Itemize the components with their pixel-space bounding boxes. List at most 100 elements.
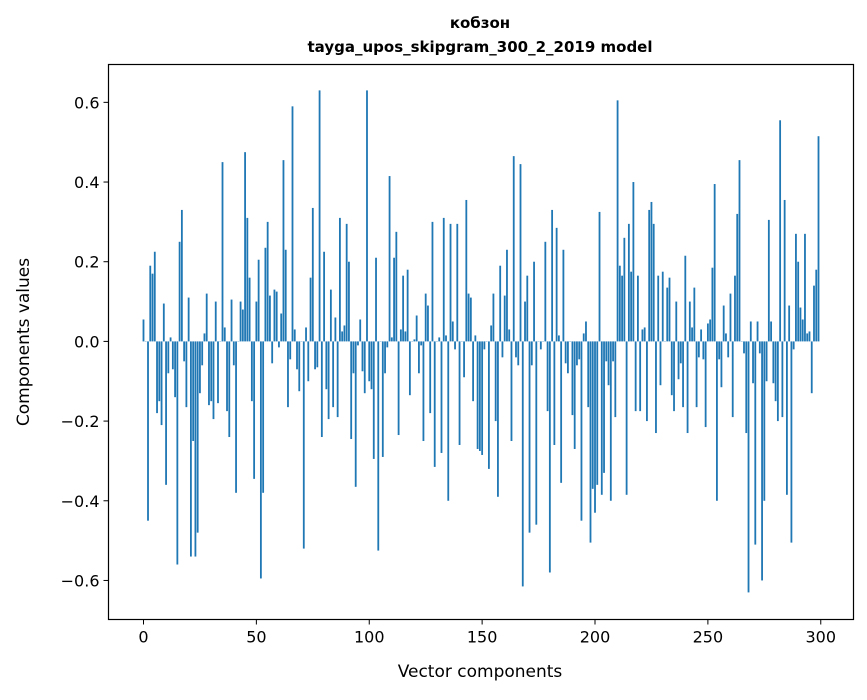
bar-148 (477, 341, 479, 449)
bar-138 (454, 341, 456, 349)
bar-49 (253, 341, 255, 478)
bar-40 (233, 341, 235, 365)
bar-73 (307, 341, 309, 381)
bar-230 (662, 272, 664, 342)
bar-137 (452, 321, 454, 341)
bar-146 (472, 341, 474, 401)
bar-38 (228, 341, 230, 437)
bar-269 (750, 321, 752, 341)
bar-16 (179, 242, 181, 342)
bar-62 (283, 160, 285, 341)
y-tick-label: −0.4 (61, 492, 100, 511)
bar-60 (278, 341, 280, 347)
bar-112 (395, 232, 397, 342)
bar-134 (445, 335, 447, 341)
bar-201 (596, 341, 598, 484)
bar-221 (642, 329, 644, 341)
bar-219 (637, 276, 639, 342)
bar-162 (508, 329, 510, 341)
bar-5 (154, 252, 156, 342)
bar-10 (165, 341, 167, 484)
bar-297 (813, 286, 815, 342)
x-tick-label: 250 (693, 628, 724, 647)
bar-83 (330, 290, 332, 342)
bar-8 (161, 341, 163, 425)
bar-43 (240, 302, 242, 342)
bar-241 (687, 341, 689, 433)
bar-101 (371, 341, 373, 389)
bar-122 (418, 341, 420, 373)
bar-294 (806, 333, 808, 341)
bar-72 (305, 327, 307, 341)
bar-154 (490, 325, 492, 341)
bar-68 (296, 341, 298, 369)
bar-244 (693, 288, 695, 342)
bar-86 (337, 341, 339, 417)
bar-36 (224, 327, 226, 341)
bar-77 (316, 341, 318, 367)
bar-90 (346, 224, 348, 342)
bar-250 (707, 323, 709, 341)
x-tick-label: 50 (246, 628, 266, 647)
bar-58 (274, 290, 276, 342)
bar-197 (587, 341, 589, 407)
bar-291 (800, 308, 802, 342)
bar-287 (791, 341, 793, 542)
bar-237 (678, 341, 680, 379)
bar-123 (420, 341, 422, 345)
bar-89 (344, 325, 346, 341)
bar-74 (310, 278, 312, 342)
bar-46 (246, 218, 248, 342)
plot-frame (109, 65, 854, 620)
bar-242 (689, 302, 691, 342)
bar-94 (355, 341, 357, 486)
bar-214 (626, 341, 628, 494)
bar-251 (709, 319, 711, 341)
bar-56 (269, 296, 271, 342)
bar-165 (515, 341, 517, 357)
bar-80 (323, 252, 325, 342)
bar-79 (321, 341, 323, 437)
bar-228 (657, 276, 659, 342)
bar-108 (386, 341, 388, 347)
bar-136 (450, 224, 452, 342)
bar-273 (759, 341, 761, 353)
bar-223 (646, 341, 648, 421)
y-tick-label: 0.0 (74, 332, 99, 351)
bar-193 (578, 341, 580, 359)
bar-93 (353, 341, 355, 373)
bar-245 (696, 341, 698, 407)
bar-45 (244, 152, 246, 341)
bar-98 (364, 341, 366, 393)
bar-75 (312, 208, 314, 341)
bar-198 (590, 341, 592, 542)
bar-210 (617, 100, 619, 341)
bar-292 (802, 319, 804, 341)
bar-22 (192, 341, 194, 441)
bar-109 (389, 176, 391, 341)
bar-272 (757, 321, 759, 341)
bar-65 (289, 341, 291, 359)
bar-47 (249, 278, 251, 342)
bar-15 (176, 341, 178, 564)
bar-131 (438, 337, 440, 341)
bar-274 (761, 341, 763, 580)
bar-51 (258, 260, 260, 342)
bar-92 (350, 341, 352, 439)
bar-61 (280, 314, 282, 342)
bar-179 (547, 341, 549, 411)
bar-111 (393, 258, 395, 342)
bar-76 (314, 341, 316, 369)
bar-236 (675, 302, 677, 342)
bar-195 (583, 333, 585, 341)
bar-31 (213, 341, 215, 419)
bar-290 (797, 262, 799, 342)
y-tick-label: 0.6 (74, 93, 99, 112)
bar-169 (524, 302, 526, 342)
bar-186 (562, 250, 564, 342)
bar-206 (608, 341, 610, 385)
bar-225 (651, 202, 653, 341)
bar-29 (208, 341, 210, 405)
bar-271 (754, 341, 756, 544)
bar-35 (222, 162, 224, 341)
